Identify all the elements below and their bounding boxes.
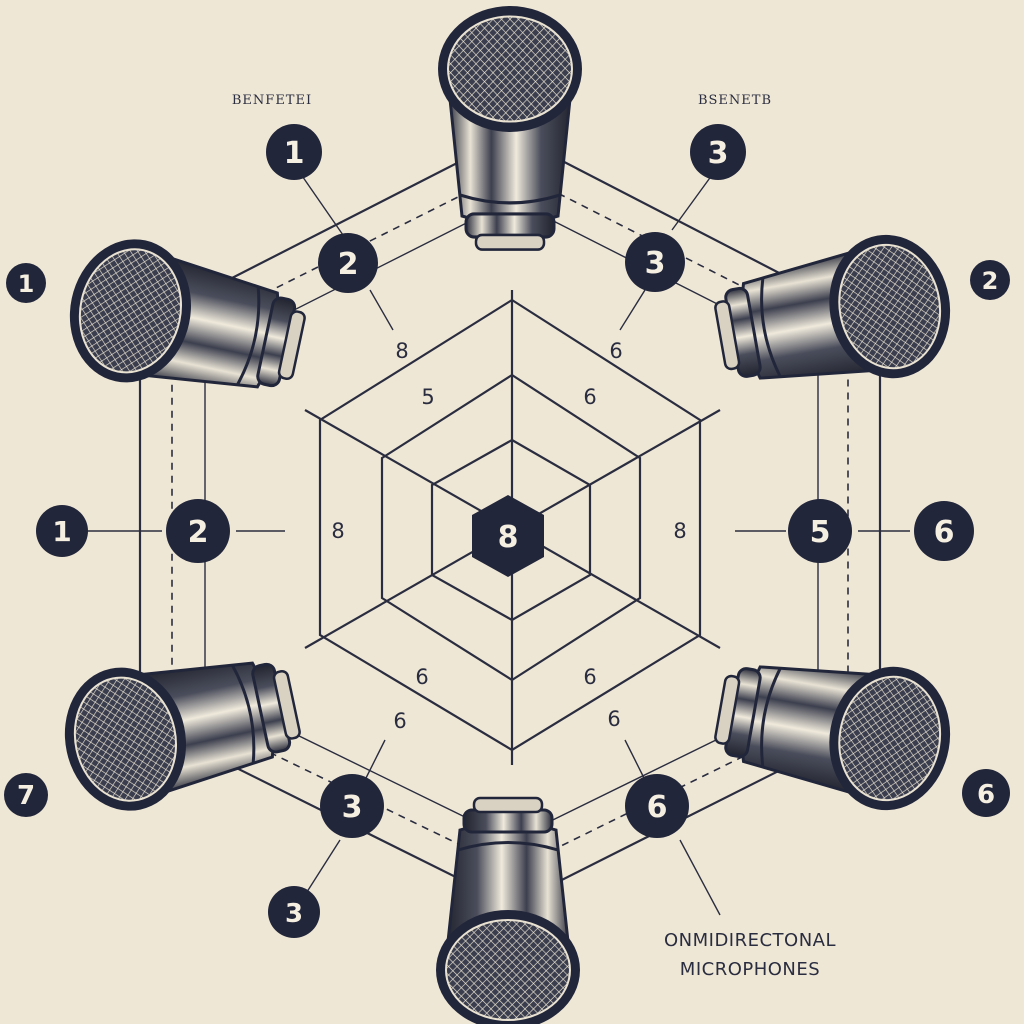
badge-mid-left-2: 2 (166, 499, 230, 563)
svg-text:3: 3 (285, 899, 303, 929)
inner-number-8: 6 (583, 665, 596, 689)
center-label: 8 (498, 520, 519, 555)
inner-number-6: 8 (673, 519, 686, 543)
badge-mid-right-6: 6 (914, 501, 974, 561)
svg-text:6: 6 (934, 515, 955, 550)
badge-far-left-1: 1 (6, 263, 46, 303)
svg-text:3: 3 (342, 790, 363, 825)
inner-number-2: 6 (609, 339, 622, 363)
inner-number-10: 6 (607, 707, 620, 731)
inner-number-9: 6 (393, 709, 406, 733)
caption-line-2: MICROPHONES (680, 959, 820, 980)
badge-top-left-2: 2 (318, 233, 378, 293)
inner-number-7: 6 (415, 665, 428, 689)
badge-top-right-3b: 3 (625, 232, 685, 292)
inner-number-3: 5 (421, 385, 434, 409)
svg-text:1: 1 (284, 136, 305, 171)
badge-bottom-left-3b: 3 (268, 886, 320, 938)
badge-mid-right-5: 5 (788, 499, 852, 563)
svg-text:2: 2 (188, 515, 209, 550)
svg-text:1: 1 (18, 270, 35, 298)
svg-text:6: 6 (977, 780, 995, 810)
badge-bottom-left-7: 7 (4, 773, 48, 817)
svg-text:5: 5 (810, 515, 831, 550)
svg-text:2: 2 (338, 247, 359, 282)
svg-text:2: 2 (982, 267, 999, 295)
badge-mid-left-1: 1 (36, 505, 88, 557)
microphone-upper-right (706, 223, 963, 409)
svg-text:3: 3 (708, 136, 729, 171)
microphone-bottom (434, 796, 582, 1024)
inner-number-4: 6 (583, 385, 596, 409)
badge-bottom-left-3a: 3 (320, 774, 384, 838)
center-hexagon-badge (472, 495, 544, 577)
svg-text:6: 6 (647, 790, 668, 825)
badge-far-right-2: 2 (970, 260, 1010, 300)
badge-top-left-1: 1 (266, 124, 322, 180)
svg-text:7: 7 (17, 781, 35, 811)
badge-top-right-3a: 3 (690, 124, 746, 180)
inner-number-1: 8 (395, 339, 408, 363)
header-label-left: BENFETEI (232, 93, 312, 108)
badge-bottom-right-6a: 6 (625, 774, 689, 838)
inner-number-5: 8 (331, 519, 344, 543)
caption-line-1: ONMIDIRECTONAL (664, 930, 836, 951)
svg-text:3: 3 (645, 246, 666, 281)
microphone-lower-left (50, 631, 311, 824)
leader-lines (87, 169, 910, 916)
svg-text:1: 1 (52, 515, 71, 548)
microphone-top (436, 4, 584, 252)
header-label-right: BSENETB (698, 93, 772, 108)
microphone-lower-right (706, 636, 963, 822)
badge-bottom-right-6b: 6 (962, 769, 1010, 817)
